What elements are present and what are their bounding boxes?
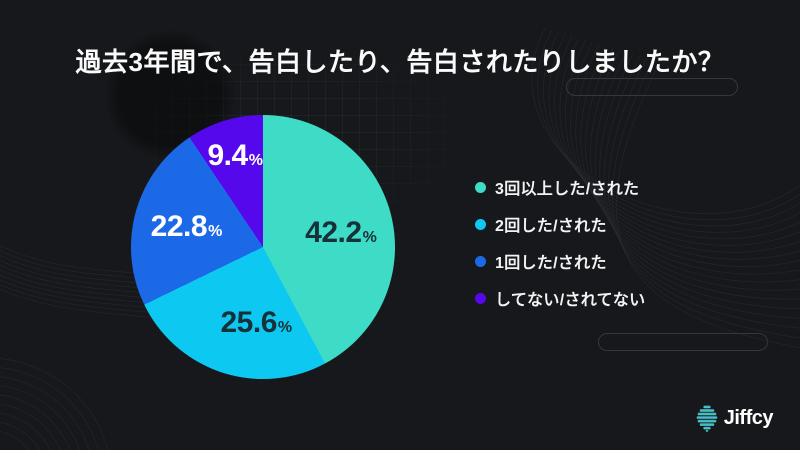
decor-pill-bottom: [598, 333, 768, 351]
legend-label: 1回した/された: [495, 255, 607, 272]
slice-value-label: 42.2%: [305, 216, 377, 250]
legend-dot-icon: [475, 292, 486, 304]
legend-item: 2回した/された: [475, 214, 646, 235]
legend-label: してない/されてない: [495, 292, 646, 309]
page-title: 過去3年間で、告白したり、告白されたりしましたか？: [75, 47, 725, 77]
chart-legend: 3回以上した/された 2回した/された 1回した/された してない/されてない: [475, 177, 646, 309]
jiffcy-beehive-icon: [696, 405, 718, 432]
brand-name: Jiffcy: [723, 407, 774, 429]
decor-pill-top: [566, 78, 738, 96]
pie-chart: 42.2% 25.6% 22.8% 9.4%: [131, 115, 395, 379]
legend-item: 3回以上した/された: [475, 177, 646, 198]
legend-label: 3回以上した/された: [495, 181, 640, 198]
legend-item: してない/されてない: [475, 288, 646, 309]
legend-dot-icon: [475, 255, 486, 267]
brand-logo: Jiffcy: [694, 405, 774, 432]
slice-value-label: 22.8%: [150, 209, 223, 243]
legend-dot-icon: [475, 181, 486, 193]
legend-label: 2回した/された: [495, 218, 607, 235]
slice-value-label: 9.4%: [207, 139, 263, 173]
legend-dot-icon: [475, 218, 486, 230]
legend-item: 1回した/された: [475, 251, 646, 272]
slice-value-label: 25.6%: [220, 306, 293, 340]
